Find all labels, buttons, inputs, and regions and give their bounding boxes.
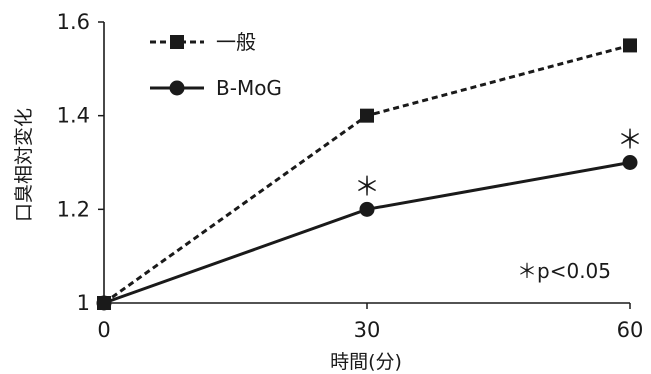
legend-item: 一般 [150, 30, 256, 54]
axes: 1 1.2 1.4 1.6 0 30 60 [57, 10, 644, 342]
significance-note: ＊p<0.05 [517, 259, 611, 283]
y-tick-label: 1.4 [57, 104, 90, 128]
significance-star: ＊ [617, 126, 643, 156]
data-point-circle [622, 155, 638, 170]
y-tick-label: 1 [77, 291, 90, 315]
data-point-circle [96, 295, 112, 311]
data-point-square [623, 38, 637, 53]
series-group: ＊＊ [96, 38, 643, 311]
legend-marker-square [170, 35, 184, 49]
legend-item: B-MoG [150, 76, 282, 100]
y-axis-title: 口臭相対変化 [13, 108, 35, 222]
x-tick-label: 30 [354, 318, 381, 342]
x-axis-title: 時間(分) [330, 351, 402, 373]
legend-marker-circle [169, 80, 185, 96]
y-tick-label: 1.2 [57, 197, 90, 221]
significance-star: ＊ [354, 172, 380, 202]
series-b-mog [96, 155, 638, 311]
data-point-square [360, 108, 374, 123]
legend: 一般 B-MoG [150, 30, 282, 100]
data-point-circle [359, 201, 375, 217]
x-tick-label: 60 [617, 318, 644, 342]
x-tick-label: 0 [97, 318, 110, 342]
legend-label: 一般 [216, 30, 256, 54]
y-tick-label: 1.6 [57, 10, 90, 34]
legend-label: B-MoG [216, 76, 282, 100]
